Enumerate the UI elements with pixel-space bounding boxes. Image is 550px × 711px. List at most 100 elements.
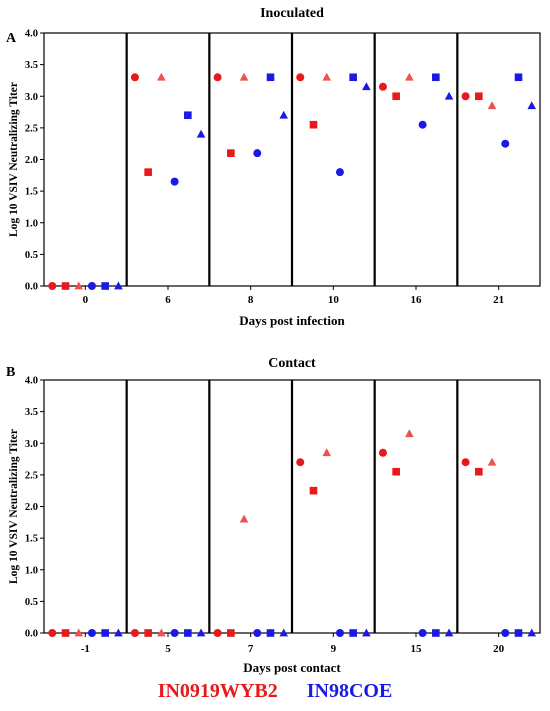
data-point-triangle (405, 72, 414, 81)
x-tick-label: 0 (83, 294, 89, 306)
y-tick-label: 2.0 (25, 155, 38, 166)
data-point-triangle (114, 628, 123, 637)
data-point-triangle (405, 429, 414, 438)
data-point-square (514, 629, 523, 637)
data-point-square (432, 629, 440, 637)
panel-letter: B (6, 365, 15, 380)
x-tick-label: 9 (331, 643, 337, 655)
data-point-square (227, 149, 235, 157)
x-tick-label: -1 (81, 643, 90, 655)
y-tick-label: 4.0 (25, 29, 38, 40)
x-tick-label: 8 (248, 294, 254, 306)
data-point-square (101, 629, 109, 637)
data-point-square (144, 629, 152, 637)
x-tick-label: 20 (493, 643, 505, 655)
data-point-triangle (157, 628, 166, 637)
y-tick-label: 0.0 (25, 282, 38, 293)
data-point-square (392, 92, 400, 101)
data-point-circle (213, 629, 222, 637)
data-point-circle (418, 629, 427, 637)
data-point-triangle (74, 281, 84, 290)
data-point-square (61, 282, 70, 290)
data-point-triangle (444, 91, 454, 100)
data-point-triangle (114, 281, 123, 290)
data-point-square (101, 282, 109, 290)
panel-title: Contact (268, 356, 316, 371)
data-point-square (184, 629, 192, 637)
data-point-circle (461, 458, 470, 467)
legend-strain-blue: IN98COE (306, 680, 393, 702)
data-point-circle (170, 177, 179, 186)
data-point-triangle (74, 628, 84, 637)
y-tick-label: 0.5 (25, 597, 38, 608)
data-point-circle (335, 629, 344, 637)
y-tick-label: 3.0 (25, 439, 38, 450)
data-point-square (266, 629, 275, 637)
data-point-triangle (239, 514, 249, 523)
y-tick-label: 2.0 (25, 502, 38, 513)
data-point-square (349, 73, 357, 82)
y-tick-label: 3.0 (25, 92, 38, 103)
data-point-triangle (157, 72, 166, 81)
x-tick-label: 10 (328, 294, 340, 306)
data-point-triangle (362, 628, 371, 637)
data-point-square (432, 73, 440, 82)
x-tick-label: 16 (411, 294, 423, 306)
data-point-square (309, 120, 318, 129)
legend: IN0919WYB2 IN98COE (0, 680, 550, 703)
y-tick-label: 1.0 (25, 218, 38, 229)
data-point-circle (378, 448, 387, 457)
data-point-circle (48, 629, 57, 637)
data-point-triangle (322, 72, 332, 81)
data-point-circle (253, 629, 262, 637)
data-point-square (514, 73, 523, 82)
data-point-circle (296, 73, 305, 82)
y-tick-label: 0.0 (25, 629, 38, 640)
data-point-square (309, 486, 318, 495)
y-axis-label: Log 10 VSIV Neutralizing Titer (8, 429, 20, 584)
data-point-triangle (239, 72, 249, 81)
y-tick-label: 0.5 (25, 250, 38, 261)
data-point-square (349, 629, 357, 637)
data-point-triangle (444, 628, 454, 637)
data-point-triangle (322, 448, 332, 457)
data-point-triangle (487, 101, 497, 110)
y-tick-label: 1.5 (25, 187, 38, 198)
data-point-square (475, 92, 483, 101)
data-point-circle (501, 139, 510, 148)
x-tick-label: 15 (411, 643, 423, 655)
y-tick-label: 4.0 (25, 376, 38, 387)
x-tick-label: 7 (248, 643, 254, 655)
data-point-circle (296, 458, 305, 467)
y-tick-label: 2.5 (25, 470, 38, 481)
data-point-circle (87, 282, 96, 290)
data-point-circle (48, 282, 57, 290)
data-point-square (61, 629, 70, 637)
data-point-square (144, 168, 152, 176)
x-axis-label: Days post contact (243, 660, 341, 675)
y-tick-label: 3.5 (25, 60, 38, 71)
x-tick-label: 6 (165, 294, 171, 306)
x-tick-label: 21 (493, 294, 504, 306)
data-point-circle (130, 73, 139, 82)
data-point-circle (501, 629, 510, 637)
x-tick-label: 5 (165, 643, 171, 655)
data-point-circle (335, 168, 344, 177)
y-tick-label: 1.0 (25, 565, 38, 576)
x-axis-label: Days post infection (239, 313, 345, 328)
data-point-triangle (527, 101, 537, 110)
y-tick-label: 2.5 (25, 123, 38, 134)
legend-strain-red: IN0919WYB2 (157, 680, 278, 702)
data-point-triangle (279, 628, 289, 637)
data-point-circle (213, 73, 222, 82)
data-point-triangle (487, 457, 497, 466)
data-point-circle (130, 629, 139, 637)
panel-title: Inoculated (260, 6, 324, 21)
panel-letter: A (6, 31, 17, 46)
y-tick-label: 3.5 (25, 407, 38, 418)
data-point-triangle (362, 82, 371, 91)
data-point-square (184, 111, 192, 120)
data-point-circle (253, 149, 262, 158)
data-point-circle (378, 82, 387, 91)
data-point-triangle (196, 628, 206, 637)
